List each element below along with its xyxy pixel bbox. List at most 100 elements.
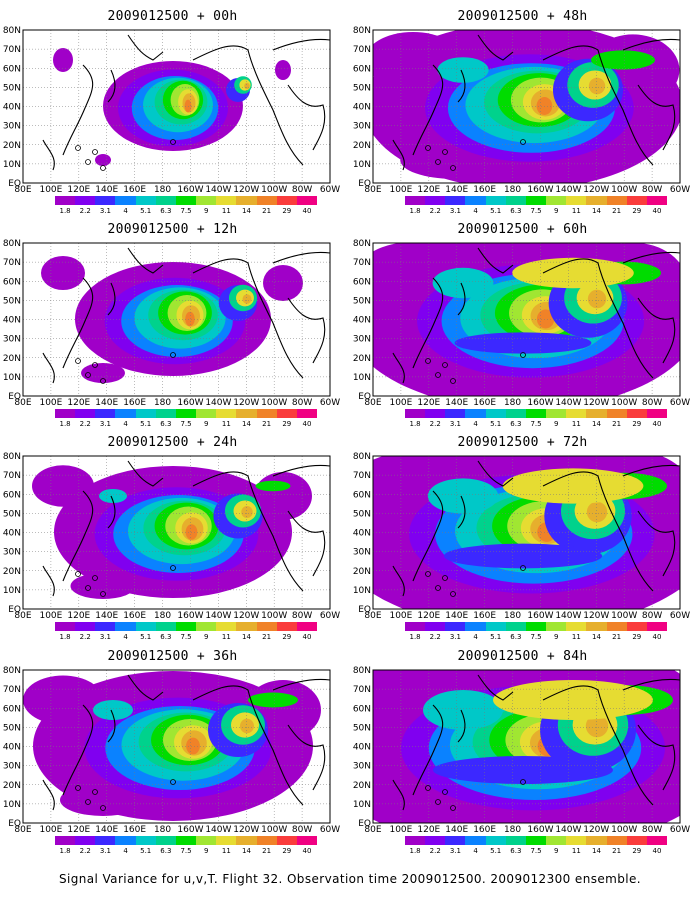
colorbar-swatch — [525, 196, 547, 205]
colorbar-swatch — [196, 836, 217, 845]
colorbar-swatch — [505, 409, 526, 418]
colorbar-label: 9 — [203, 420, 209, 428]
lat-label: 50N — [353, 83, 371, 93]
lon-label: 180 — [154, 825, 171, 835]
colorbar-swatch — [95, 622, 116, 631]
lat-label: 80N — [353, 26, 371, 36]
lon-label: 80E — [14, 398, 31, 408]
colorbar-label: 1.8 — [59, 633, 71, 641]
colorbar-swatch — [405, 196, 426, 205]
colorbar-label: 21 — [612, 420, 622, 428]
colorbar-label: 4 — [123, 420, 128, 428]
lon-label: 60W — [670, 611, 690, 621]
colorbar-swatch — [586, 196, 607, 205]
lat-label: 40N — [3, 743, 21, 753]
lat-label: 70N — [3, 471, 21, 481]
colorbar-swatch — [115, 622, 136, 631]
lat-label: EQ — [8, 392, 21, 402]
lat-label: 30N — [3, 122, 21, 132]
colorbar-swatch — [75, 196, 96, 205]
colorbar-swatch — [626, 836, 647, 845]
colorbar-swatch — [236, 622, 257, 631]
lat-label: 10N — [3, 586, 21, 596]
lat-label: 50N — [3, 83, 21, 93]
forecast-panel: 2009012500 + 60h 80N 70N 60N 50N 40N 30N 20N 10N… — [350, 213, 695, 428]
colorbar-label: 7.5 — [530, 633, 542, 641]
colorbar-swatch — [586, 409, 607, 418]
lon-label: 100W — [261, 611, 287, 621]
colorbar-swatch — [405, 836, 426, 845]
lon-label: 140E — [445, 398, 468, 408]
colorbar-swatch — [525, 409, 547, 418]
lon-label: 120E — [67, 825, 90, 835]
colorbar-swatch — [115, 836, 136, 845]
colorbar-label: 7.5 — [530, 207, 542, 215]
lon-label: 60W — [320, 185, 340, 195]
lon-label: 120E — [67, 398, 90, 408]
lon-label: 80W — [292, 825, 312, 835]
lat-label: 60N — [3, 277, 21, 287]
forecast-panel: 2009012500 + 36h 80N 70N 60N 50N 40N 30N 20N 10N… — [0, 640, 345, 855]
colorbar-swatch — [276, 196, 297, 205]
lon-label: 80E — [14, 611, 31, 621]
colorbar-swatch — [646, 196, 668, 205]
colorbar-label: 6.3 — [160, 847, 172, 855]
lon-label: 140W — [555, 825, 581, 835]
colorbar-swatch — [465, 196, 486, 205]
colorbar-swatch — [276, 836, 297, 845]
lat-label: 10N — [353, 586, 371, 596]
lon-label: 80E — [364, 825, 381, 835]
lon-label: 100E — [39, 611, 62, 621]
lat-label: 80N — [353, 452, 371, 462]
lon-label: 160W — [177, 398, 203, 408]
lon-label: 120W — [583, 185, 609, 195]
colorbar-swatch — [445, 622, 466, 631]
lat-label: 60N — [353, 704, 371, 714]
lon-label: 140E — [95, 825, 118, 835]
colorbar-swatch — [465, 836, 486, 845]
lon-label: 140E — [95, 611, 118, 621]
colorbar-labels: 1.8 2.2 3.1 4 5.1 6.3 7.5 9 11 14 21 29 40 — [55, 633, 317, 641]
colorbar — [55, 622, 318, 631]
colorbar-swatch — [425, 622, 446, 631]
colorbar-swatch — [236, 409, 257, 418]
lon-label: 160E — [473, 825, 496, 835]
colorbar-labels: 1.8 2.2 3.1 4 5.1 6.3 7.5 9 11 14 21 29 40 — [55, 207, 317, 215]
lon-label: 60W — [320, 398, 340, 408]
lat-label: 10N — [353, 160, 371, 170]
colorbar-label: 11 — [571, 633, 581, 641]
colorbar-label: 7.5 — [180, 847, 192, 855]
lat-label: 40N — [3, 316, 21, 326]
lat-label: 20N — [3, 354, 21, 364]
lon-label: 100W — [611, 185, 637, 195]
colorbar-swatch — [546, 622, 567, 631]
lon-label: 100W — [261, 398, 287, 408]
colorbar-label: 21 — [262, 633, 272, 641]
lon-label: 80W — [292, 398, 312, 408]
lon-label: 80W — [642, 825, 662, 835]
colorbar-swatch — [525, 836, 547, 845]
colorbar-label: 5.1 — [140, 420, 152, 428]
lon-label: 160E — [123, 825, 146, 835]
lon-label: 120E — [67, 611, 90, 621]
colorbar-swatch — [566, 622, 587, 631]
colorbar-swatch — [646, 409, 668, 418]
colorbar-swatch — [626, 409, 647, 418]
colorbar-label: 2.2 — [79, 847, 91, 855]
lat-label: EQ — [358, 819, 371, 829]
lon-label: 60W — [670, 398, 690, 408]
colorbar-label: 7.5 — [530, 847, 542, 855]
colorbar-swatch — [296, 836, 318, 845]
lat-label: 10N — [3, 160, 21, 170]
lat-label: 70N — [353, 258, 371, 268]
lon-label: 60W — [670, 825, 690, 835]
colorbar-swatch — [296, 409, 318, 418]
lat-label: 80N — [3, 26, 21, 36]
lat-label: 10N — [3, 373, 21, 383]
lon-label: 160W — [527, 825, 553, 835]
lat-label: 80N — [3, 239, 21, 249]
lat-label: 60N — [3, 64, 21, 74]
colorbar-label: 1.8 — [409, 847, 421, 855]
lon-label: 120E — [417, 398, 440, 408]
colorbar-swatch — [485, 196, 506, 205]
